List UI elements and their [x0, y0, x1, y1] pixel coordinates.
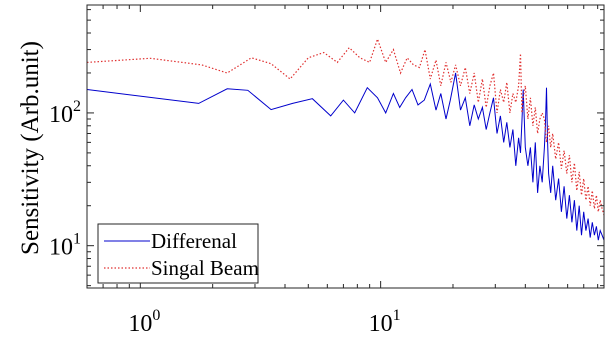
legend: Differenal Singal Beam	[97, 223, 259, 284]
legend-box	[97, 223, 259, 284]
y-tick-label: 102	[49, 98, 81, 128]
legend-label-singal-beam: Singal Beam	[151, 256, 259, 280]
axes-layer	[86, 4, 605, 289]
x-tick-label: 101	[369, 307, 401, 337]
axes-box	[86, 4, 605, 289]
series-line-singal-beam	[87, 37, 604, 216]
x-tick-label: 100	[128, 307, 160, 337]
tick-labels: 100 101 101 102	[49, 98, 401, 337]
series-layer	[87, 37, 604, 241]
y-axis-title: Sensitivity (Arb.unit)	[17, 41, 44, 255]
legend-label-differenal: Differenal	[151, 229, 237, 253]
series-line-differenal	[87, 72, 604, 241]
y-tick-label: 101	[49, 231, 81, 261]
